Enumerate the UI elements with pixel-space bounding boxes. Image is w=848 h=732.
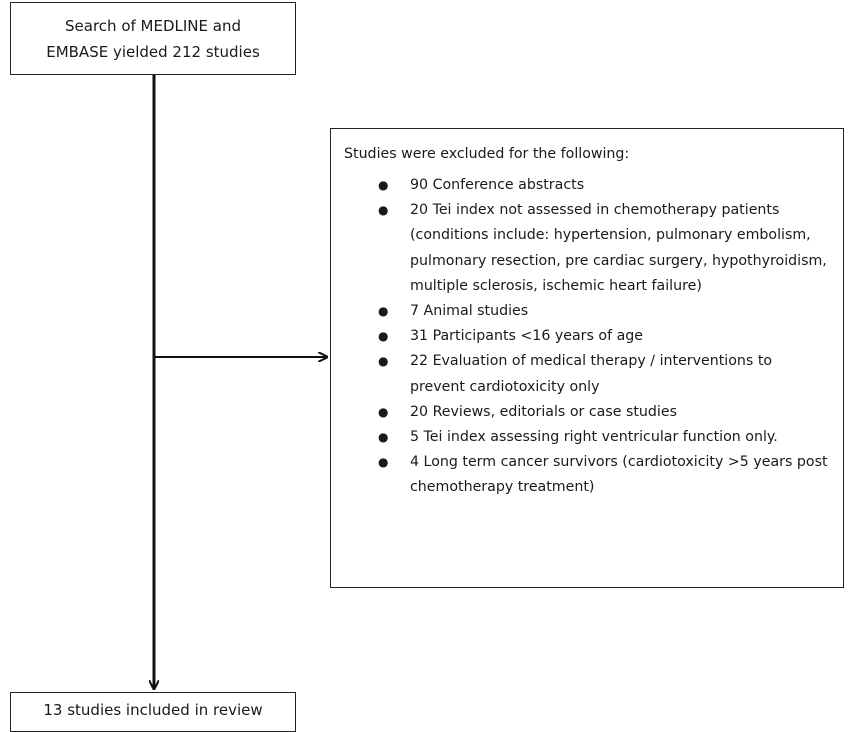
included-studies-box: 13 studies included in review [10, 692, 296, 732]
exclusion-item: ● 20 Tei index not assessed in chemothera… [344, 198, 829, 299]
bullet-icon: ● [378, 203, 389, 218]
exclusion-item: ● 7 Animal studies [344, 299, 829, 324]
bullet-icon: ● [378, 430, 389, 445]
bullet-icon: ● [378, 404, 389, 419]
bullet-icon: ● [378, 329, 389, 344]
exclusion-item-text: 20 Reviews, editorials or case studies [410, 403, 677, 420]
bullet-icon: ● [378, 354, 389, 369]
exclusion-item: ● 5 Tei index assessing right ventricular… [344, 425, 829, 450]
exclusion-heading: Studies were excluded for the following: [344, 146, 630, 162]
bullet-icon: ● [378, 178, 389, 192]
exclusion-item: ● 22 Evaluation of medical therapy / inte… [344, 349, 829, 399]
bullet-icon: ● [378, 455, 389, 470]
exclusion-list: ● 90 Conference abstracts ● 20 Tei index n… [344, 173, 829, 501]
exclusion-item-text: 22 Evaluation of medical therapy / inter… [410, 353, 773, 395]
exclusion-item-text: 7 Animal studies [410, 303, 529, 320]
exclusion-item-text: 20 Tei index not assessed in chemotherap… [410, 202, 827, 294]
exclusion-item-text: 90 Conference abstracts [410, 177, 585, 193]
exclusion-item: ● 4 Long term cancer survivors (cardiotox… [344, 450, 829, 500]
exclusion-criteria-box: Studies were excluded for the following:… [330, 128, 844, 588]
flow-connectors [0, 75, 848, 709]
exclusion-item: ● 31 Participants <16 years of age [344, 324, 829, 349]
bullet-icon: ● [378, 304, 389, 319]
search-results-line-1: Search of MEDLINE and [65, 16, 241, 35]
search-results-line-2: EMBASE yielded 212 studies [46, 42, 260, 61]
exclusion-item: ● 20 Reviews, editorials or case studies [344, 400, 829, 425]
exclusion-item-text: 5 Tei index assessing right ventricular … [410, 429, 778, 446]
included-studies-label: 13 studies included in review [43, 701, 263, 719]
exclusion-item: ● 90 Conference abstracts [344, 173, 829, 198]
exclusion-item-text: 31 Participants <16 years of age [410, 328, 644, 345]
exclusion-item-text: 4 Long term cancer survivors (cardiotoxi… [410, 454, 828, 496]
search-results-box: Search of MEDLINE and EMBASE yielded 212… [10, 2, 296, 75]
